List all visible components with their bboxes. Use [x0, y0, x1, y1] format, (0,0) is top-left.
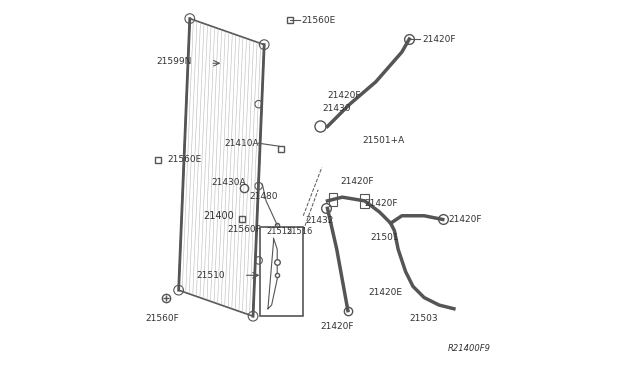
Text: 21501+A: 21501+A: [363, 136, 405, 145]
Text: 21420F: 21420F: [365, 199, 398, 208]
Text: 21420F: 21420F: [449, 215, 482, 224]
Text: 21510: 21510: [196, 271, 225, 280]
Text: 21420F: 21420F: [422, 35, 456, 44]
Text: R21400F9: R21400F9: [448, 344, 491, 353]
Bar: [328, 193, 337, 206]
Text: 21560E: 21560E: [168, 155, 202, 164]
Text: 21503: 21503: [410, 314, 438, 323]
Text: 21560F: 21560F: [227, 225, 260, 234]
Text: 21516: 21516: [287, 227, 313, 236]
Text: 21432: 21432: [306, 216, 334, 225]
Text: 21501: 21501: [370, 232, 399, 241]
Text: 21420F: 21420F: [320, 322, 353, 331]
Bar: [360, 194, 369, 208]
Text: 21560E: 21560E: [301, 16, 335, 25]
Text: 21560F: 21560F: [145, 314, 179, 323]
Text: 21410A: 21410A: [224, 139, 259, 148]
Text: 21515: 21515: [266, 227, 292, 236]
Text: 21480: 21480: [250, 192, 278, 201]
Bar: [260, 227, 303, 316]
Text: 21420E: 21420E: [369, 288, 403, 296]
Text: 21430: 21430: [322, 105, 350, 113]
Text: 21420F: 21420F: [340, 177, 374, 186]
Text: 21420F: 21420F: [328, 92, 361, 100]
Text: 21599N: 21599N: [156, 57, 191, 66]
Text: 21400: 21400: [203, 211, 234, 221]
Text: 21430A: 21430A: [211, 178, 246, 187]
